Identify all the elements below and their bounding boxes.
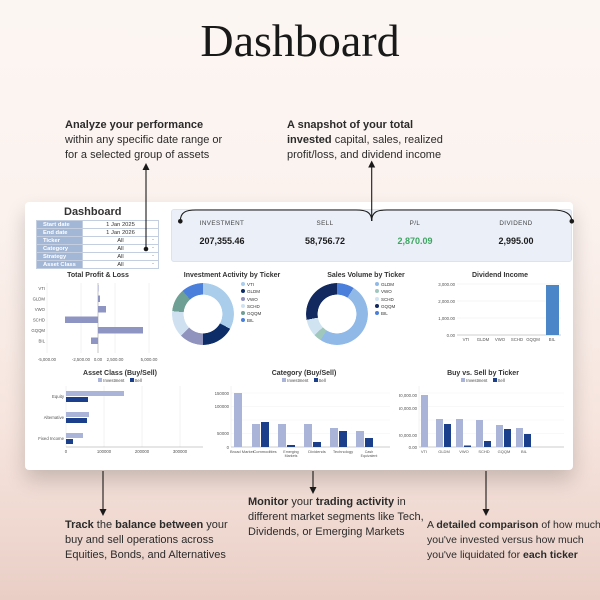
svg-text:Alternative: Alternative	[44, 415, 65, 420]
svg-text:2,500.00: 2,500.00	[107, 357, 124, 362]
svg-text:-2,500.00: -2,500.00	[72, 357, 91, 362]
svg-text:Equity: Equity	[52, 394, 65, 399]
svg-text:5,000.00: 5,000.00	[141, 357, 158, 362]
svg-text:VWO: VWO	[459, 449, 469, 454]
svg-text:0.00: 0.00	[409, 445, 418, 450]
svg-text:BIL: BIL	[549, 337, 556, 342]
svg-text:GLDM: GLDM	[33, 297, 46, 302]
svg-text:BIL: BIL	[521, 449, 528, 454]
svg-text:1,000.00: 1,000.00	[438, 316, 455, 321]
svg-text:2,000.00: 2,000.00	[438, 299, 455, 304]
svg-text:VWO: VWO	[35, 307, 46, 312]
svg-text:300000: 300000	[173, 449, 188, 454]
svg-text:GLDM: GLDM	[438, 449, 450, 454]
svg-text:80,000.00: 80,000.00	[399, 393, 418, 398]
svg-text:SCHD: SCHD	[478, 449, 489, 454]
svg-text:VTI: VTI	[38, 286, 45, 291]
svg-text:60,000.00: 60,000.00	[399, 406, 418, 411]
svg-text:100000: 100000	[97, 449, 112, 454]
svg-text:50000: 50000	[217, 431, 230, 436]
svg-text:VWO: VWO	[495, 337, 506, 342]
svg-text:0.00: 0.00	[94, 357, 103, 362]
svg-text:200000: 200000	[135, 449, 150, 454]
svg-text:Fixed Income: Fixed Income	[38, 436, 64, 441]
svg-text:VTI: VTI	[463, 337, 470, 342]
svg-text:BIL: BIL	[39, 339, 46, 344]
svg-text:VTI: VTI	[421, 449, 427, 454]
svg-text:20,000.00: 20,000.00	[399, 433, 418, 438]
svg-text:SCHD: SCHD	[33, 318, 45, 323]
svg-text:Commodities: Commodities	[253, 449, 276, 454]
svg-text:100000: 100000	[215, 404, 230, 409]
svg-text:GLDM: GLDM	[477, 337, 490, 342]
svg-text:Technology: Technology	[333, 449, 353, 454]
svg-text:0.00: 0.00	[447, 333, 456, 338]
svg-text:SCHD: SCHD	[511, 337, 523, 342]
svg-text:3,000.00: 3,000.00	[438, 282, 455, 287]
svg-text:-5,000.00: -5,000.00	[38, 357, 57, 362]
svg-text:Equivalent: Equivalent	[361, 454, 378, 458]
svg-text:GQQM: GQQM	[498, 449, 511, 454]
svg-text:150000: 150000	[215, 391, 230, 396]
svg-text:GQQM: GQQM	[526, 337, 540, 342]
svg-text:0: 0	[65, 449, 68, 454]
svg-text:Markets: Markets	[285, 454, 298, 458]
svg-text:Broad Market: Broad Market	[230, 449, 255, 454]
svg-text:GQQM: GQQM	[31, 328, 45, 333]
svg-text:Dividends: Dividends	[308, 449, 326, 454]
